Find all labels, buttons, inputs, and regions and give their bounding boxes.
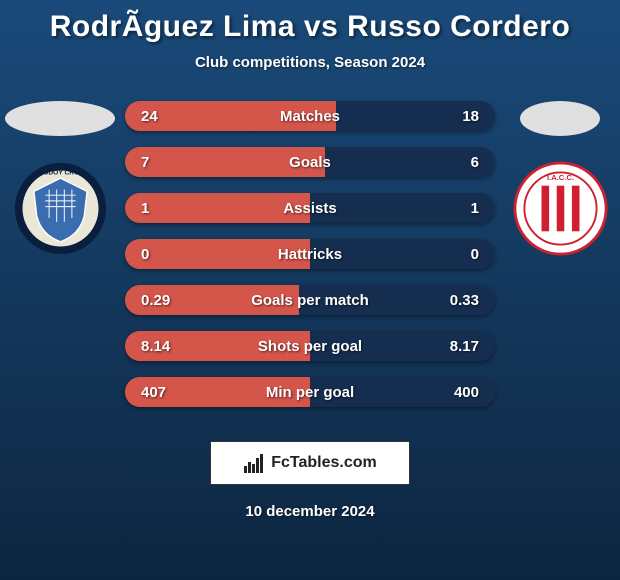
stat-value-right: 0 (439, 246, 479, 263)
stat-value-right: 400 (439, 384, 479, 401)
svg-text:GODOY CRUZ: GODOY CRUZ (38, 169, 83, 176)
svg-text:I.A.C.C.: I.A.C.C. (546, 173, 573, 182)
fctables-branding: FcTables.com (210, 441, 410, 485)
stat-value-left: 0.29 (141, 292, 181, 309)
stat-value-left: 1 (141, 200, 181, 217)
player-right-column: I.A.C.C. (505, 101, 615, 256)
stat-row: 7Goals6 (125, 147, 495, 177)
content-area: GODOY CRUZ MENDOZA I.A.C.C. 24Matches18 7… (0, 101, 620, 431)
player-left-photo (5, 101, 115, 136)
stat-value-right: 1 (439, 200, 479, 217)
comparison-container: RodrÃ­guez Lima vs Russo Cordero Club co… (0, 0, 620, 580)
stat-row: 0Hattricks0 (125, 239, 495, 269)
subtitle: Club competitions, Season 2024 (0, 54, 620, 71)
date-label: 10 december 2024 (0, 503, 620, 520)
stat-row: 24Matches18 (125, 101, 495, 131)
stat-value-left: 24 (141, 108, 181, 125)
stat-row: 8.14Shots per goal8.17 (125, 331, 495, 361)
stat-row: 407Min per goal400 (125, 377, 495, 407)
stat-row: 1Assists1 (125, 193, 495, 223)
stat-value-right: 18 (439, 108, 479, 125)
stat-row: 0.29Goals per match0.33 (125, 285, 495, 315)
stat-value-left: 7 (141, 154, 181, 171)
stat-value-right: 6 (439, 154, 479, 171)
stat-value-right: 0.33 (439, 292, 479, 309)
stat-value-left: 8.14 (141, 338, 181, 355)
fctables-text: FcTables.com (271, 454, 377, 472)
player-right-photo (520, 101, 600, 136)
stat-value-left: 0 (141, 246, 181, 263)
page-title: RodrÃ­guez Lima vs Russo Cordero (0, 10, 620, 44)
club-badge-left: GODOY CRUZ MENDOZA (13, 161, 108, 256)
stat-value-left: 407 (141, 384, 181, 401)
club-badge-right: I.A.C.C. (513, 161, 608, 256)
svg-text:MENDOZA: MENDOZA (46, 248, 75, 254)
player-left-column: GODOY CRUZ MENDOZA (5, 101, 115, 256)
stats-table: 24Matches18 7Goals6 1Assists1 0Hattricks0 0.… (125, 101, 495, 423)
stat-value-right: 8.17 (439, 338, 479, 355)
fctables-logo-icon (243, 452, 265, 474)
